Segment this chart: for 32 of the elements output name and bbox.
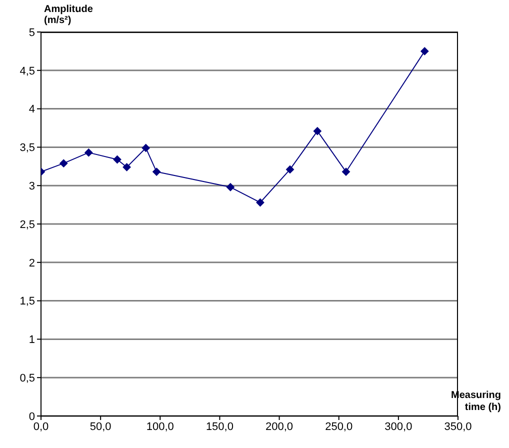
point xyxy=(342,168,350,176)
x-tick-label: 300,0 xyxy=(384,420,412,433)
x-tick-label: 0,0 xyxy=(33,420,49,433)
x-tick-label: 250,0 xyxy=(325,420,353,433)
y-tick-label: 3,5 xyxy=(20,142,35,154)
y-tick-label: 1,5 xyxy=(20,296,35,308)
point xyxy=(60,159,68,168)
point xyxy=(313,127,322,136)
x-tick-label: 150,0 xyxy=(206,420,234,433)
y-tick-label: 3 xyxy=(28,180,35,193)
point xyxy=(84,148,93,157)
x-tick-label: 100,0 xyxy=(146,420,174,433)
y-tick-label: 0,5 xyxy=(20,372,35,385)
y-axis-title: Amplitude (m/s²) xyxy=(44,4,93,26)
point xyxy=(420,47,429,56)
y-tick-label: 0 xyxy=(28,410,35,423)
y-tick-label: 2,5 xyxy=(20,218,35,231)
x-tick-label: 350,0 xyxy=(444,420,472,433)
point xyxy=(226,183,234,192)
point xyxy=(152,168,161,176)
point xyxy=(256,198,264,206)
y-tick-label: 2 xyxy=(28,257,35,270)
x-tick-label: 200,0 xyxy=(266,420,294,433)
y-tick-label: 5 xyxy=(28,26,35,39)
y-tick-label: 1 xyxy=(28,334,35,346)
point xyxy=(113,155,122,164)
point xyxy=(286,165,294,174)
x-tick-label: 50,0 xyxy=(90,420,112,433)
point xyxy=(122,163,131,172)
y-tick-label: 4 xyxy=(28,104,35,116)
point xyxy=(142,144,150,152)
y-tick-label: 4,5 xyxy=(20,65,35,78)
